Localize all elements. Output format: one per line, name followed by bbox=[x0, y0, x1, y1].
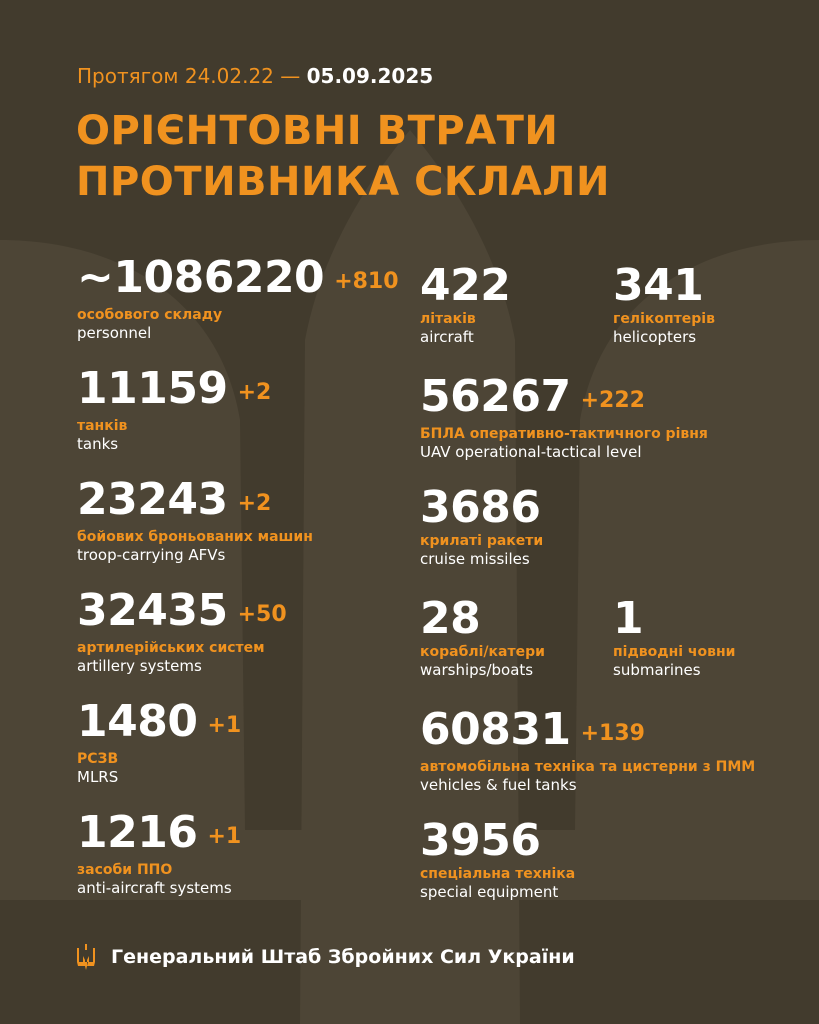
total-value: 1480 bbox=[77, 696, 198, 747]
label-ua: спеціальна техніка bbox=[420, 866, 576, 882]
stat-artillery-systems: 32435 +50 артилерійських систем artillery s… bbox=[77, 587, 287, 676]
stat-value: 1 bbox=[613, 595, 735, 643]
total-value: 23243 bbox=[77, 474, 228, 525]
stat-value: 23243 +2 bbox=[77, 476, 313, 528]
stat-mlrs: 1480 +1 РСЗВ MLRS bbox=[77, 698, 241, 787]
total-value: 3686 bbox=[420, 482, 541, 533]
label-ua: БПЛА оперативно-тактичного рівня bbox=[420, 426, 708, 442]
stat-warships-boats: 28 кораблі/катери warships/boats bbox=[420, 595, 545, 680]
label-en: special equipment bbox=[420, 883, 559, 901]
stat-value: 422 bbox=[420, 260, 511, 311]
total-value: 11159 bbox=[77, 363, 228, 414]
total-value: 341 bbox=[613, 260, 704, 311]
label-ua: крилаті ракети bbox=[420, 533, 544, 549]
label-ua: автомобільна техніка та цистерни з ПММ bbox=[420, 759, 756, 775]
label-en: troop-carrying AFVs bbox=[77, 546, 226, 564]
stat-tanks: 11159 +2 танків tanks bbox=[77, 365, 271, 454]
stat-troop-carrying-afvs: 23243 +2 бойових броньованих машин troop-ca… bbox=[77, 476, 313, 565]
title-line-1: ОРІЄНТОВНІ ВТРАТИ bbox=[76, 108, 559, 154]
stat-value: 60831 +139 bbox=[420, 706, 755, 758]
stat-value: 341 bbox=[613, 262, 715, 310]
daily-delta: +1 bbox=[207, 713, 242, 738]
stat-value: 28 bbox=[420, 595, 545, 643]
stat-value: ~1086220 +810 bbox=[77, 254, 399, 306]
stat-vehicles-fuel-tanks: 60831 +139 автомобільна техніка та цистерн… bbox=[420, 706, 755, 795]
label-en: artillery systems bbox=[77, 657, 202, 675]
total-value: ~1086220 bbox=[77, 252, 325, 303]
stat-special-equipment: 3956 спеціальна техніка special equipment bbox=[420, 817, 575, 902]
stat-personnel: ~1086220 +810 особового складу personnel bbox=[77, 254, 399, 343]
daily-delta: +1 bbox=[207, 824, 242, 849]
footer-text: Генеральний Штаб Збройних Сил України bbox=[111, 946, 575, 968]
title-line-2: ПРОТИВНИКА СКЛАЛИ bbox=[76, 159, 611, 205]
daily-delta: +50 bbox=[237, 602, 287, 627]
total-value: 32435 bbox=[77, 585, 228, 636]
page-title: ОРІЄНТОВНІ ВТРАТИ ПРОТИВНИКА СКЛАЛИ bbox=[76, 106, 610, 208]
label-ua: РСЗВ bbox=[77, 751, 119, 767]
footer: Генеральний Штаб Збройних Сил України bbox=[77, 944, 575, 970]
daily-delta: +2 bbox=[237, 491, 272, 516]
total-value: 1216 bbox=[77, 807, 198, 858]
stat-value: 3686 bbox=[420, 484, 543, 532]
label-en: aircraft bbox=[420, 328, 474, 346]
period-start: Протягом 24.02.22 — bbox=[77, 64, 301, 88]
stat-submarines: 1 підводні човни submarines bbox=[613, 595, 735, 680]
period: Протягом 24.02.22 — 05.09.2025 bbox=[77, 64, 433, 88]
daily-delta: +222 bbox=[580, 388, 645, 413]
label-en: UAV operational-tactical level bbox=[420, 443, 642, 461]
label-ua: підводні човни bbox=[613, 644, 736, 660]
stat-value: 56267 +222 bbox=[420, 373, 708, 425]
label-en: vehicles & fuel tanks bbox=[420, 776, 577, 794]
label-en: MLRS bbox=[77, 768, 119, 786]
stat-anti-aircraft-systems: 1216 +1 засоби ППО anti-aircraft systems bbox=[77, 809, 241, 898]
stat-helicopters: 341 гелікоптерів helicopters bbox=[613, 262, 715, 347]
label-en: warships/boats bbox=[420, 661, 534, 679]
stat-value: 1480 +1 bbox=[77, 698, 241, 750]
total-value: 3956 bbox=[420, 815, 541, 866]
stat-value: 11159 +2 bbox=[77, 365, 271, 417]
total-value: 60831 bbox=[420, 704, 571, 755]
total-value: 56267 bbox=[420, 371, 571, 422]
label-en: tanks bbox=[77, 435, 119, 453]
label-ua: бойових броньованих машин bbox=[77, 529, 313, 545]
stat-aircraft: 422 літаків aircraft bbox=[420, 260, 511, 347]
period-end: 05.09.2025 bbox=[306, 64, 434, 88]
label-ua: артилерійських систем bbox=[77, 640, 265, 656]
label-ua: гелікоптерів bbox=[613, 311, 715, 327]
label-ua: особового складу bbox=[77, 307, 223, 323]
label-en: cruise missiles bbox=[420, 550, 530, 568]
label-ua: танків bbox=[77, 418, 128, 434]
label-en: submarines bbox=[613, 661, 701, 679]
label-ua: засоби ППО bbox=[77, 862, 173, 878]
daily-delta: +2 bbox=[237, 380, 272, 405]
total-value: 422 bbox=[420, 260, 511, 311]
label-ua: літаків bbox=[420, 311, 476, 327]
label-en: helicopters bbox=[613, 328, 697, 346]
stat-cruise-missiles: 3686 крилаті ракети cruise missiles bbox=[420, 484, 543, 569]
stat-value: 3956 bbox=[420, 817, 575, 865]
label-ua: кораблі/катери bbox=[420, 644, 545, 660]
daily-delta: +139 bbox=[580, 721, 645, 746]
total-value: 1 bbox=[613, 593, 644, 644]
daily-delta: +810 bbox=[334, 269, 399, 294]
total-value: 28 bbox=[420, 593, 481, 644]
label-en: anti-aircraft systems bbox=[77, 879, 232, 897]
stat-value: 32435 +50 bbox=[77, 587, 287, 639]
stat-uav-operational-tactical-level: 56267 +222 БПЛА оперативно-тактичного рівн… bbox=[420, 373, 708, 462]
label-en: personnel bbox=[77, 324, 152, 342]
trident-icon bbox=[77, 944, 95, 970]
stat-value: 1216 +1 bbox=[77, 809, 241, 861]
